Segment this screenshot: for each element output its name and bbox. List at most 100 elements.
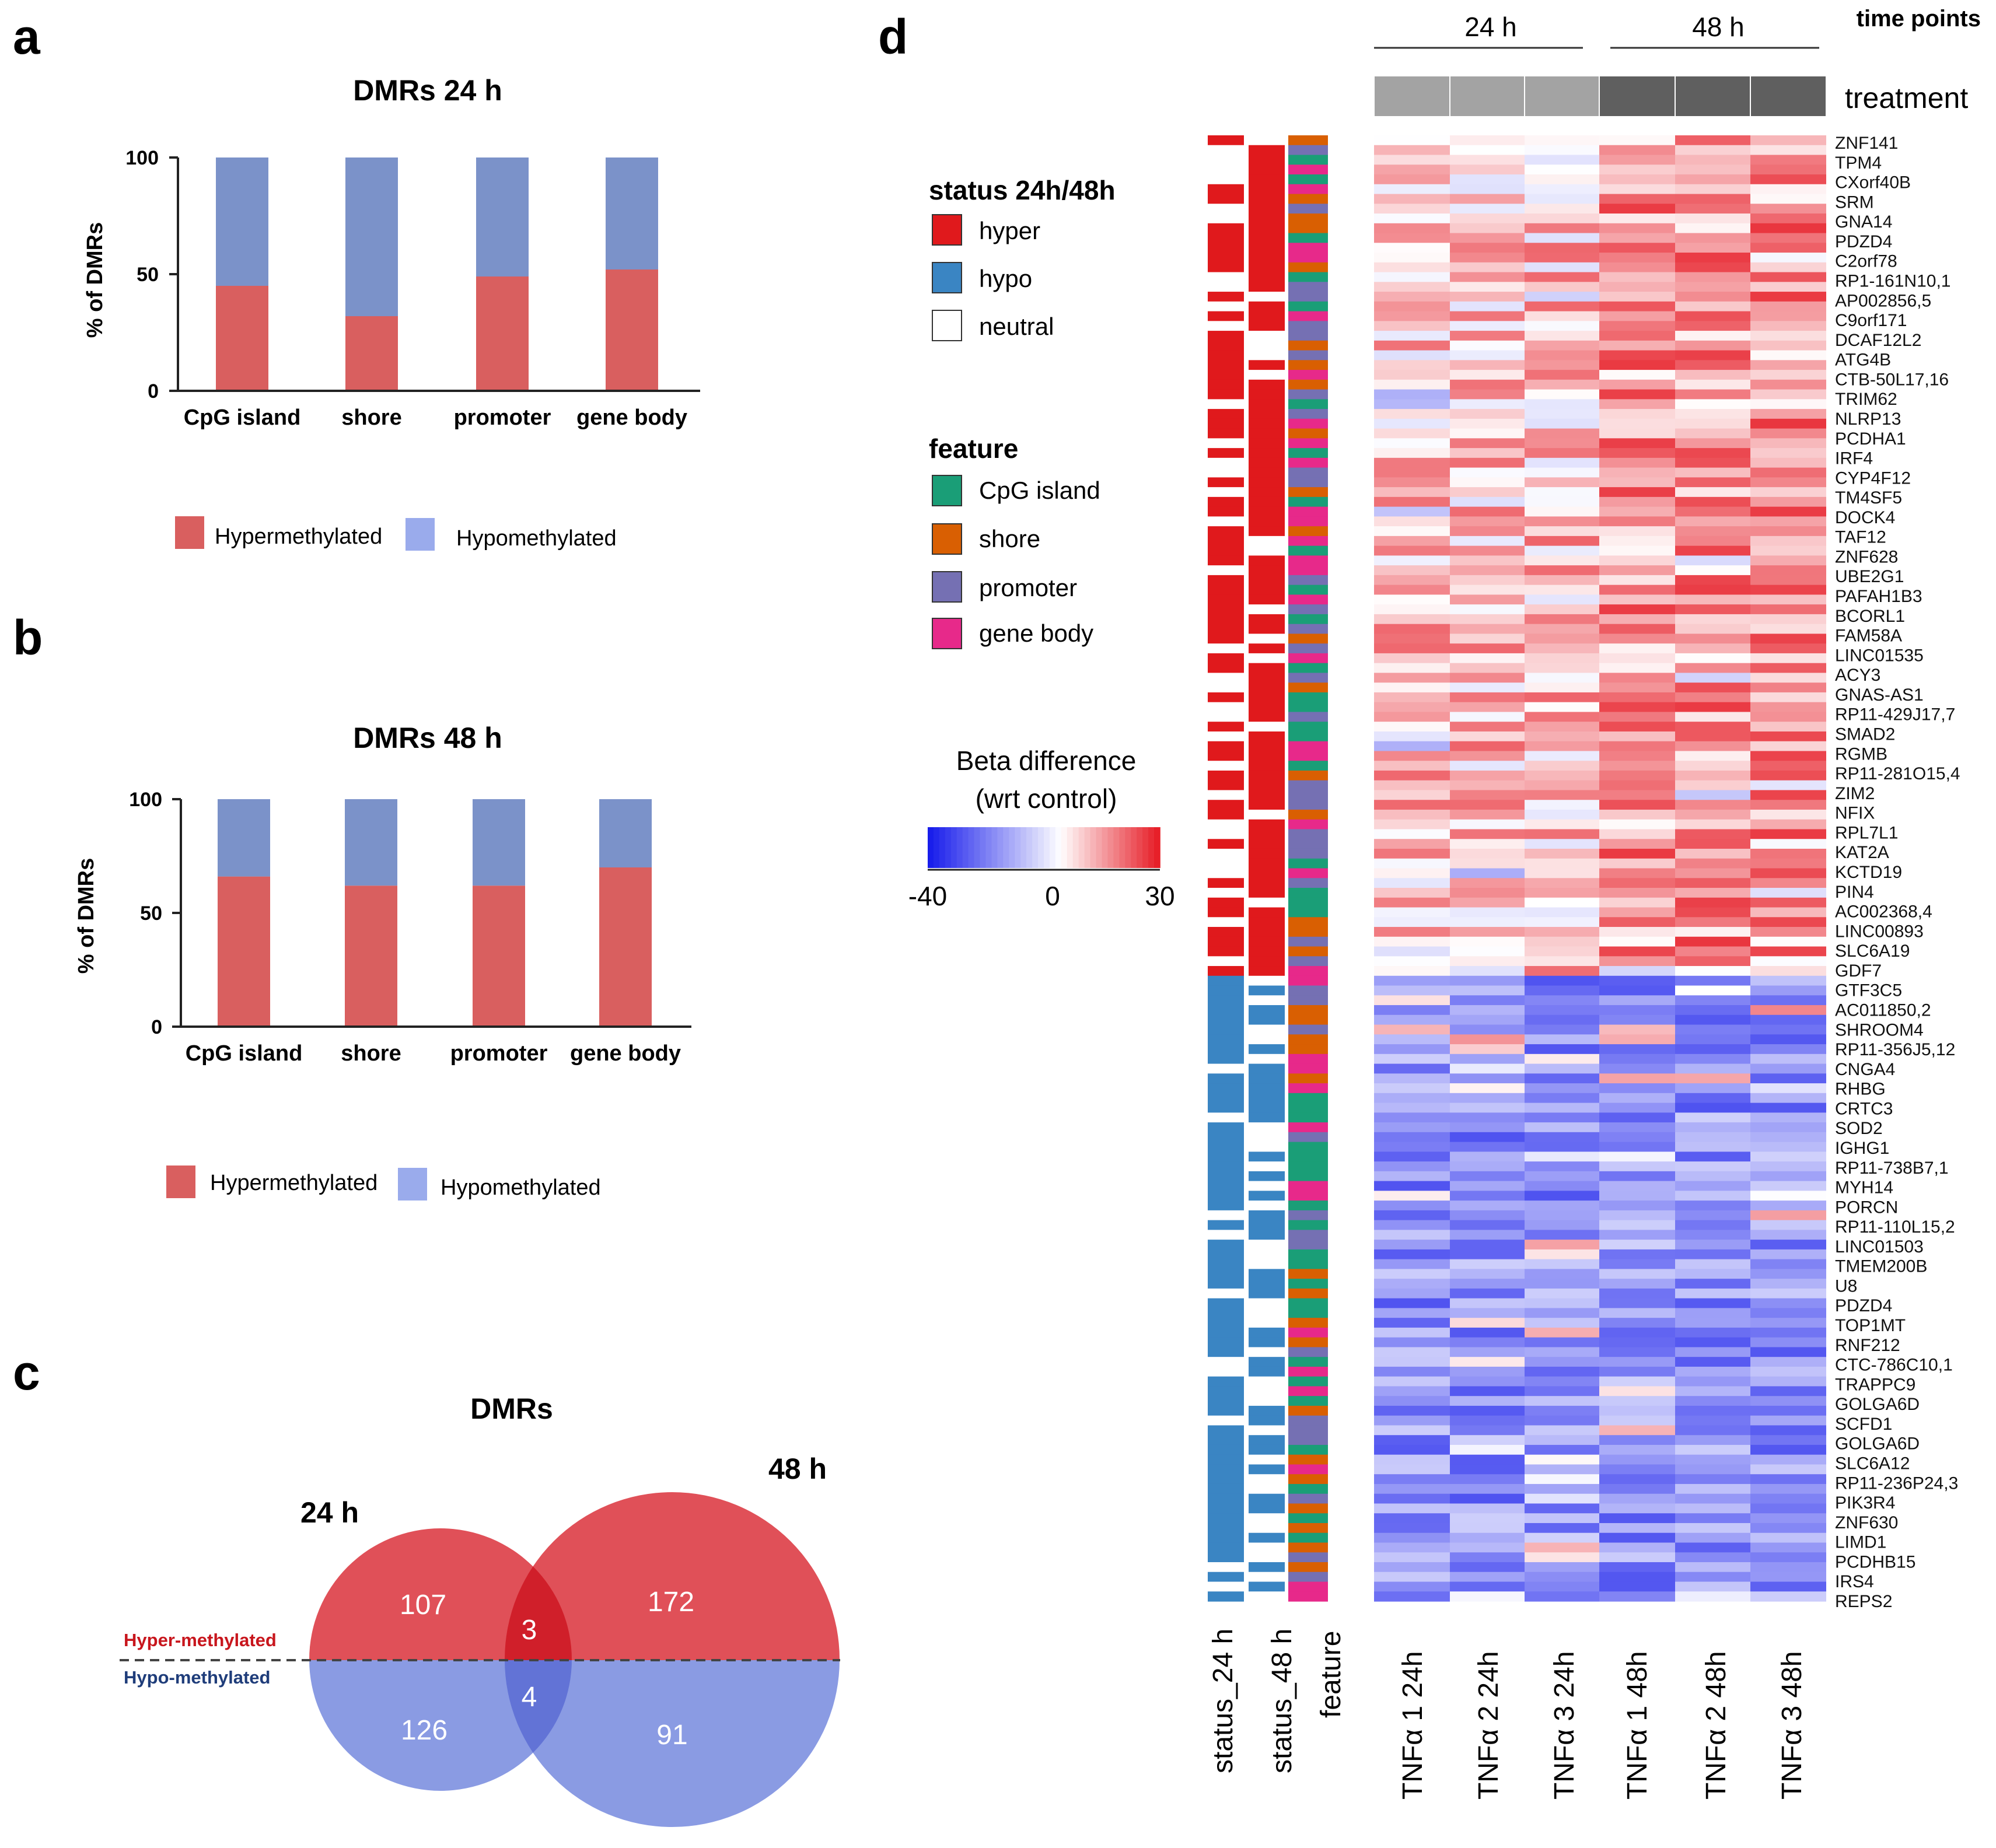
heatmap-cell: [1750, 1269, 1826, 1279]
colorbar-step: [974, 827, 981, 868]
feature-cell: [1288, 292, 1328, 302]
heatmap-cell: [1525, 1132, 1599, 1143]
gene-label: MYH14: [1835, 1178, 1893, 1198]
colorbar-step: [1154, 827, 1160, 868]
status-24h-cell: [1208, 917, 1244, 928]
status-24h-cell: [1208, 936, 1244, 947]
heatmap-cell: [1599, 526, 1675, 537]
heatmap-cell: [1525, 536, 1599, 547]
status-48h-cell: [1249, 370, 1285, 380]
venn-24h-hyper: [309, 1528, 572, 1660]
heatmap-cell: [1675, 761, 1750, 771]
heatmap-cell: [1599, 1396, 1675, 1406]
heatmap-cell: [1675, 184, 1750, 195]
status-24h-cell: [1208, 448, 1244, 459]
gene-label: RP11-110L15,2: [1835, 1217, 1955, 1237]
legend-feature-genebody-label: gene body: [979, 620, 1093, 647]
heatmap-cell: [1675, 1063, 1750, 1074]
heatmap-cell: [1525, 545, 1599, 556]
heatmap-cell: [1374, 897, 1450, 908]
heatmap-cell: [1374, 751, 1450, 761]
status-24h-cell: [1208, 1034, 1244, 1045]
status-48h-cell: [1249, 858, 1285, 869]
heatmap-cell: [1525, 1005, 1599, 1016]
legend-hypo-swatch: [398, 1168, 427, 1200]
heatmap-cell: [1750, 594, 1826, 605]
heatmap-cell: [1675, 1464, 1750, 1475]
heatmap-cell: [1450, 868, 1525, 878]
heatmap-cell: [1525, 848, 1599, 859]
legend-status-neutral-swatch: [932, 310, 962, 341]
venn-hypo-only-48h: 91: [656, 1720, 687, 1751]
heatmap-cell: [1374, 1444, 1450, 1455]
heatmap-cell: [1450, 204, 1525, 214]
heatmap-cell: [1374, 184, 1450, 195]
heatmap-cell: [1450, 575, 1525, 586]
heatmap-cell: [1675, 526, 1750, 537]
heatmap-cell: [1675, 253, 1750, 263]
heatmap-cell: [1374, 272, 1450, 282]
heatmap-cell: [1374, 575, 1450, 586]
status-24h-cell: [1208, 1483, 1244, 1494]
heatmap-cell: [1675, 673, 1750, 683]
heatmap-cell: [1450, 1435, 1525, 1446]
status-24h-cell: [1208, 282, 1244, 292]
heatmap-cell: [1675, 1122, 1750, 1133]
heatmap-cell: [1599, 1474, 1675, 1485]
heatmap-cell: [1599, 1415, 1675, 1426]
status-48h-cell: [1249, 1308, 1285, 1318]
status-48h-cell: [1249, 233, 1285, 243]
feature-cell: [1288, 1122, 1328, 1133]
status-48h-cell: [1249, 624, 1285, 635]
colorbar-step: [1072, 827, 1079, 868]
heatmap-cell: [1525, 1161, 1599, 1172]
heatmap-cell: [1525, 292, 1599, 302]
heatmap-cell: [1599, 1386, 1675, 1396]
status-48h-cell: [1249, 1102, 1285, 1113]
heatmap-cell: [1450, 409, 1525, 419]
gene-label: CTB-50L17,16: [1835, 370, 1949, 389]
feature-cell: [1288, 1562, 1328, 1573]
heatmap-cell: [1675, 1054, 1750, 1065]
heatmap-cell: [1675, 1572, 1750, 1583]
status-48h-cell: [1249, 1562, 1285, 1573]
heatmap-cell: [1599, 1005, 1675, 1016]
heatmap-cell: [1599, 712, 1675, 722]
feature-cell: [1288, 448, 1328, 459]
status-24h-cell: [1208, 888, 1244, 898]
status-24h-cell: [1208, 751, 1244, 761]
status-48h-cell: [1249, 878, 1285, 888]
gene-label: ACY3: [1835, 666, 1880, 685]
heatmap-cell: [1450, 731, 1525, 742]
heatmap-cell: [1599, 761, 1675, 771]
status-24h-cell: [1208, 800, 1244, 810]
status-48h-cell: [1249, 1542, 1285, 1553]
feature-cell: [1288, 829, 1328, 839]
heatmap-cell: [1675, 829, 1750, 839]
status-24h-cell: [1208, 536, 1244, 547]
chart-b-bar-hyper: [345, 886, 397, 1027]
heatmap-cell: [1599, 888, 1675, 898]
heatmap-cell: [1374, 741, 1450, 752]
heatmap-cell: [1525, 204, 1599, 214]
status-48h-cell: [1249, 1513, 1285, 1524]
heatmap-cell: [1599, 164, 1675, 175]
heatmap-cell: [1750, 1444, 1826, 1455]
heatmap-cell: [1599, 956, 1675, 967]
heatmap-cell: [1450, 819, 1525, 830]
heatmap-cell: [1374, 1044, 1450, 1055]
feature-cell: [1288, 360, 1328, 370]
status-48h-cell: [1249, 663, 1285, 674]
heatmap-cell: [1374, 653, 1450, 664]
time-points-label: time points: [1857, 6, 1981, 32]
heatmap-cell: [1525, 1562, 1599, 1573]
heatmap-cell: [1525, 135, 1599, 146]
heatmap-cell: [1450, 399, 1525, 410]
feature-cell: [1288, 1249, 1328, 1260]
heatmap-cell: [1599, 1581, 1675, 1592]
heatmap-cell: [1525, 1347, 1599, 1357]
heatmap-cell: [1525, 321, 1599, 331]
heatmap-cell: [1599, 1210, 1675, 1221]
feature-cell: [1288, 663, 1328, 674]
heatmap-cell: [1450, 1083, 1525, 1094]
